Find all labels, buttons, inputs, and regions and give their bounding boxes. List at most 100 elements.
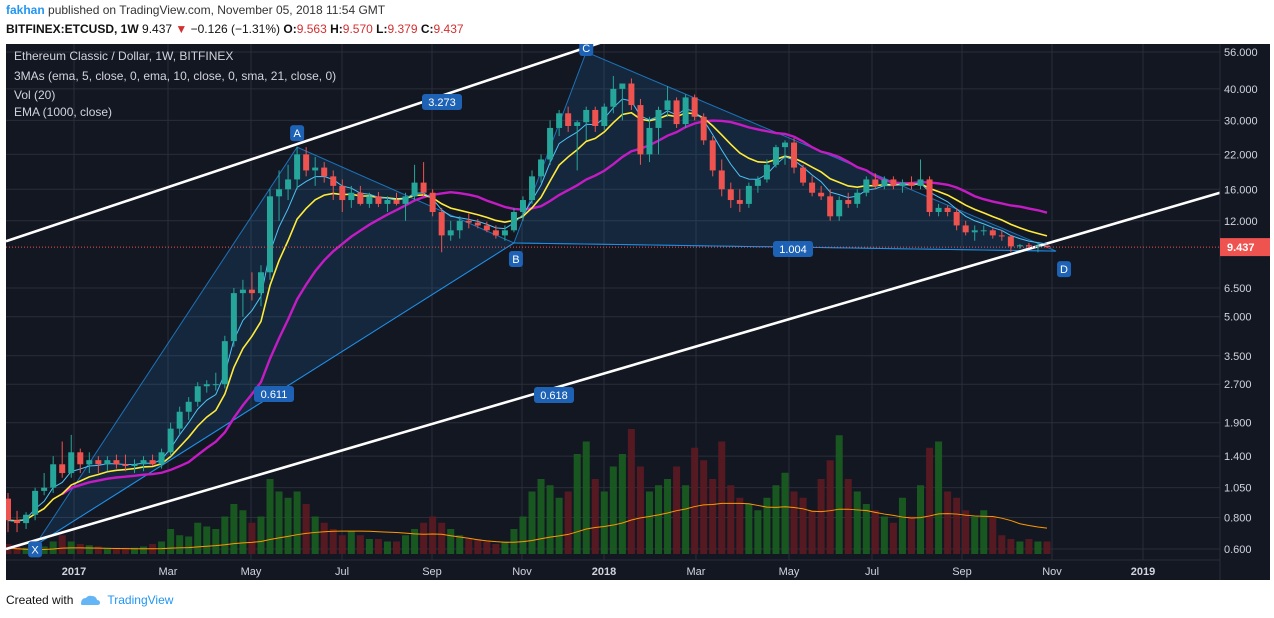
candle-body — [709, 140, 716, 171]
volume-bar — [962, 510, 970, 554]
candle-body — [673, 100, 680, 125]
candle — [312, 156, 319, 186]
point-a-label-text: A — [293, 128, 301, 140]
ratio-xb-label-bg — [254, 386, 294, 402]
volume-bar — [772, 485, 780, 554]
candle-body — [411, 182, 418, 197]
volume-bar — [736, 497, 744, 554]
author-link[interactable]: fakhan — [6, 3, 45, 17]
point-a-label-bg — [290, 125, 305, 142]
volume-bar — [980, 510, 988, 554]
volume-bar — [58, 535, 66, 554]
candle — [285, 164, 292, 201]
legend-volume: Vol (20) — [14, 88, 55, 102]
candle — [384, 196, 391, 213]
candle — [890, 176, 897, 190]
footer: Created with TradingView — [6, 593, 173, 607]
time-tick-label: 2019 — [1131, 566, 1155, 578]
price-chart[interactable]: X A B C D 3.273 1.004 0.611 0.618 56.000 40.000 30… — [4, 39, 1270, 580]
volume-bar — [998, 535, 1006, 554]
channel-lines — [5, 39, 1221, 551]
candle — [131, 459, 138, 474]
volume-bar — [989, 516, 997, 554]
volume-bar — [546, 485, 554, 554]
candle — [818, 185, 825, 201]
candle — [700, 113, 707, 145]
candle-body — [619, 83, 626, 89]
candle — [637, 98, 644, 165]
candle — [800, 164, 807, 186]
candle-body — [556, 113, 563, 128]
candle — [32, 487, 39, 521]
volume-bar — [609, 466, 617, 554]
price-tick-label: 1.400 — [1224, 451, 1252, 463]
candle-body — [836, 200, 843, 217]
candle-body — [998, 235, 1005, 237]
volume-bar — [853, 491, 861, 554]
tradingview-logo-icon — [81, 595, 101, 605]
current-price-tag-text: 9.437 — [1227, 242, 1255, 254]
candle-body — [854, 192, 861, 204]
volume-bar — [600, 491, 608, 554]
candle — [321, 162, 328, 183]
time-axis[interactable]: 2017 Mar May Jul Sep Nov 2018 Mar May Jul Sep Nov 20… — [6, 559, 1220, 578]
candle — [1016, 244, 1023, 249]
symbol-label: BITFINEX:ETCUSD, 1W — [6, 22, 139, 36]
volume-bar — [103, 547, 111, 554]
candle-body — [529, 176, 536, 201]
volume-bar — [664, 479, 672, 554]
candle-body — [1025, 245, 1032, 247]
candle — [547, 120, 554, 165]
ratio-xd-label-text: 0.618 — [540, 390, 568, 402]
price-tick-label: 0.600 — [1224, 544, 1252, 556]
candle — [510, 207, 517, 233]
volume-ma-line — [7, 502, 1048, 550]
time-tick-label: May — [241, 566, 262, 578]
candle — [267, 189, 274, 280]
point-b-label: B — [508, 250, 523, 267]
candle — [682, 94, 689, 128]
candle-body — [456, 220, 463, 231]
volume-bar — [474, 539, 482, 554]
candle — [41, 473, 48, 496]
candle — [68, 434, 75, 478]
candle-body — [700, 116, 707, 141]
candle — [375, 192, 382, 208]
candle-body — [14, 520, 21, 524]
volume-bar — [501, 541, 509, 554]
pattern-labels: X A B C D 3.273 1.004 0.611 0.618 — [28, 40, 1072, 558]
candle — [863, 176, 870, 197]
candle-body — [474, 222, 481, 226]
candle — [736, 189, 743, 213]
candle — [411, 164, 418, 201]
ratio-bd-label-bg — [773, 241, 813, 257]
ratio-xc-label-bg — [422, 94, 462, 110]
candle-body — [890, 179, 897, 186]
candle — [538, 154, 545, 183]
candle-body — [610, 88, 617, 107]
candle-body — [791, 142, 798, 168]
candle-body — [267, 196, 274, 273]
candle-body — [375, 196, 382, 204]
volume-bar — [239, 510, 247, 554]
candle-body — [32, 490, 39, 515]
volume-bar — [76, 544, 84, 554]
symbol-ohlc-bar: BITFINEX:ETCUSD, 1W 9.437 ▼ −0.126 (−1.3… — [6, 22, 464, 36]
volume-bar — [1025, 539, 1033, 554]
candle — [854, 189, 861, 208]
candle-body — [348, 192, 355, 201]
price-axis[interactable]: 56.000 40.000 30.000 22.000 16.000 12.000 6.50… — [1220, 47, 1270, 556]
candle — [529, 170, 536, 204]
volume-bar — [456, 535, 464, 554]
volume-bar — [402, 535, 410, 554]
candle-body — [628, 83, 635, 106]
chart-panel[interactable]: X A B C D 3.273 1.004 0.611 0.618 56.000 40.000 30… — [4, 39, 1270, 580]
volume-bar — [347, 531, 355, 554]
price-tick-label: 56.000 — [1224, 47, 1258, 59]
candle — [438, 207, 445, 253]
volume-bar — [1016, 541, 1024, 554]
candle-body — [845, 200, 852, 204]
candle-body — [745, 185, 752, 204]
tradingview-link[interactable]: TradingView — [107, 593, 174, 607]
volume-bar — [682, 485, 690, 554]
